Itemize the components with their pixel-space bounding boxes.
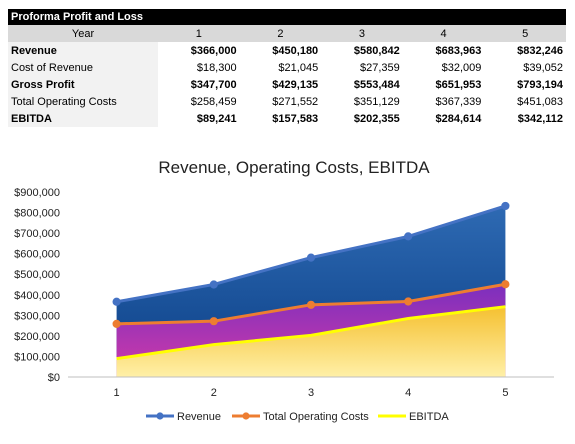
x-tick-label: 4 — [405, 387, 411, 399]
header-row: Year 1 2 3 4 5 — [8, 25, 566, 42]
row-label: Total Operating Costs — [8, 93, 158, 110]
cell: $39,052 — [523, 61, 563, 74]
table-row-ebitda: EBITDA $89,241 $157,583 $202,355 $284,61… — [8, 110, 566, 127]
x-tick-label: 1 — [114, 387, 120, 399]
legend-label-ebitda: EBITDA — [409, 411, 449, 423]
point-revenue — [404, 232, 413, 241]
cell: $450,180 — [272, 44, 319, 57]
year-header: 4 — [402, 25, 485, 42]
row-label: EBITDA — [8, 110, 158, 127]
legend-label-total-operating-costs: Total Operating Costs — [263, 411, 369, 423]
year-header: 1 — [158, 25, 240, 42]
cell: $793,194 — [517, 78, 563, 91]
cell: $258,459 — [190, 95, 237, 108]
pnl-sheet: Proforma Profit and Loss Year 1 2 3 4 5 … — [8, 9, 566, 127]
y-tick-label: $200,000 — [14, 331, 60, 343]
y-tick-label: $400,000 — [14, 290, 60, 302]
cell: $27,359 — [360, 61, 400, 74]
cell: $347,700 — [190, 78, 237, 91]
point-revenue — [209, 280, 218, 289]
point-revenue — [501, 201, 510, 211]
cell: $367,339 — [435, 95, 482, 108]
y-tick-label: $0 — [48, 372, 60, 384]
point-revenue — [112, 297, 121, 306]
cell: $202,355 — [353, 112, 400, 125]
year-header: 2 — [239, 25, 322, 42]
cell: $651,953 — [435, 78, 482, 91]
row-label: Revenue — [8, 42, 158, 59]
legend-marker-revenue — [156, 412, 164, 420]
table-title: Proforma Profit and Loss — [8, 9, 566, 25]
table-row-revenue: Revenue $366,000 $450,180 $580,842 $683,… — [8, 42, 566, 59]
row-label: Cost of Revenue — [8, 59, 158, 76]
cell: $366,000 — [190, 44, 237, 57]
point-total-operating-costs — [501, 280, 510, 289]
cell: $32,009 — [441, 61, 482, 74]
x-tick-label: 2 — [211, 387, 217, 399]
cell: $157,583 — [272, 112, 319, 125]
legend-label-revenue: Revenue — [177, 411, 221, 423]
table-row-total-operating-costs: Total Operating Costs $258,459 $271,552 … — [8, 93, 566, 110]
y-tick-label: $900,000 — [14, 187, 60, 199]
area-chart: Revenue, Operating Costs, EBITDA $0 $100,… — [14, 158, 554, 423]
chart-area: Revenue, Operating Costs, EBITDA $0 $100,… — [0, 150, 575, 439]
x-tick-label: 3 — [308, 387, 314, 399]
cell: $284,614 — [435, 112, 482, 125]
row-label: Gross Profit — [8, 76, 158, 93]
table-row-cost-of-revenue: Cost of Revenue $18,300 $21,045 $27,359 … — [8, 59, 566, 76]
y-tick-label: $500,000 — [14, 269, 60, 281]
y-tick-label: $800,000 — [14, 208, 60, 220]
area-ebitda — [116, 306, 506, 377]
cell: $429,135 — [272, 78, 319, 91]
cell: $21,045 — [278, 61, 319, 74]
cell: $451,083 — [517, 95, 563, 108]
point-total-operating-costs — [209, 317, 218, 326]
cell: $18,300 — [196, 61, 237, 74]
point-revenue — [306, 253, 316, 262]
pnl-table: Year 1 2 3 4 5 Revenue $366,000 $450,180… — [8, 25, 566, 127]
y-tick-label: $100,000 — [14, 351, 60, 363]
chart-title: Revenue, Operating Costs, EBITDA — [158, 158, 430, 177]
cell: $683,963 — [435, 44, 482, 57]
header-label: Year — [8, 25, 158, 42]
cell: $342,112 — [517, 112, 563, 125]
y-tick-label: $300,000 — [14, 310, 60, 322]
x-tick-label: 5 — [502, 387, 508, 399]
cell: $832,246 — [517, 44, 563, 57]
year-header: 3 — [321, 25, 403, 42]
year-header: 5 — [484, 25, 566, 42]
y-tick-label: $700,000 — [14, 228, 60, 240]
cell: $351,129 — [353, 95, 400, 108]
point-total-operating-costs — [306, 300, 316, 309]
y-tick-label: $600,000 — [14, 249, 60, 261]
cell: $89,241 — [196, 112, 237, 125]
cell: $553,484 — [353, 78, 400, 91]
table-row-gross-profit: Gross Profit $347,700 $429,135 $553,484 … — [8, 76, 566, 93]
cell: $271,552 — [272, 95, 319, 108]
point-total-operating-costs — [404, 297, 413, 306]
point-total-operating-costs — [112, 319, 121, 328]
series-line-ebitda — [116, 305, 506, 361]
legend-marker-total-operating-costs — [242, 412, 250, 420]
cell: $580,842 — [353, 44, 400, 57]
